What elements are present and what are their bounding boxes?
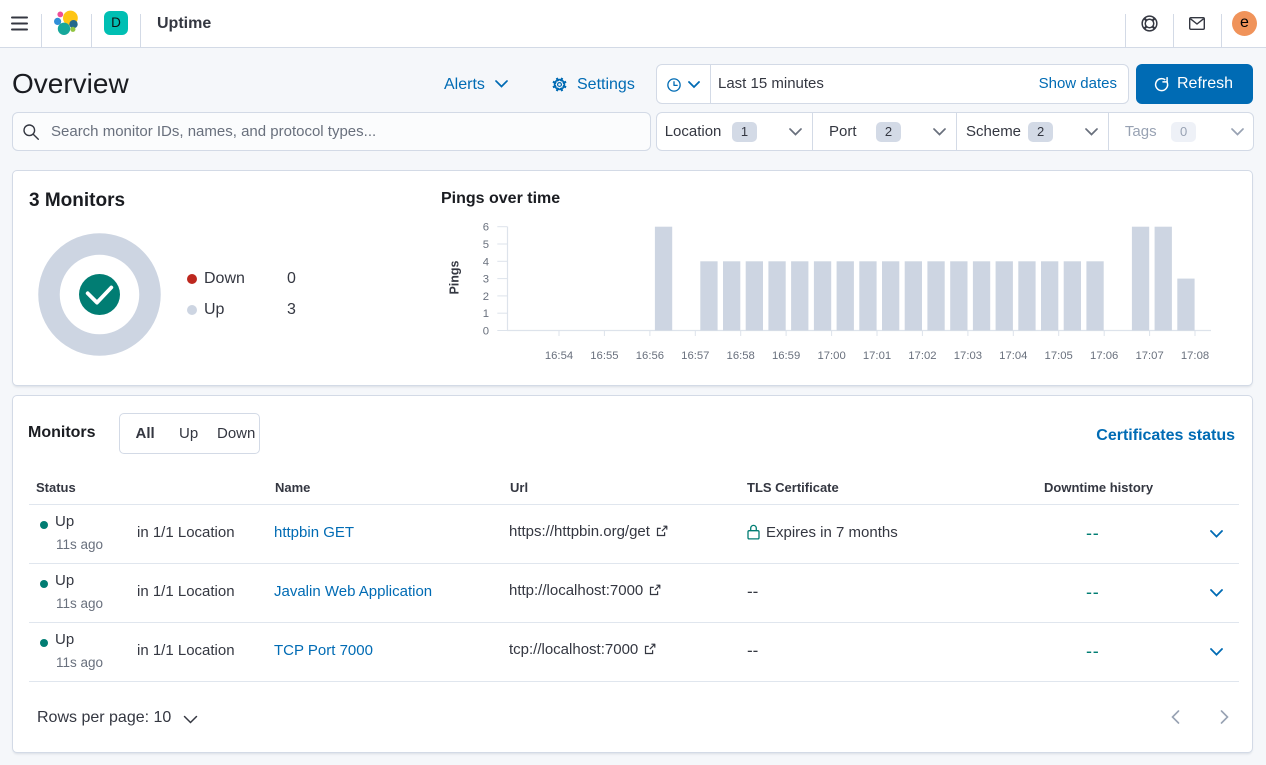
svg-text:17:05: 17:05 bbox=[1045, 350, 1073, 362]
svg-text:17:04: 17:04 bbox=[999, 350, 1027, 362]
svg-text:17:00: 17:00 bbox=[817, 350, 845, 362]
svg-text:5: 5 bbox=[483, 239, 489, 251]
svg-text:17:06: 17:06 bbox=[1090, 350, 1118, 362]
svg-text:Pings: Pings bbox=[448, 260, 462, 294]
svg-text:16:54: 16:54 bbox=[545, 350, 573, 362]
svg-text:16:56: 16:56 bbox=[636, 350, 664, 362]
svg-text:17:08: 17:08 bbox=[1181, 350, 1209, 362]
svg-text:16:59: 16:59 bbox=[772, 350, 800, 362]
svg-text:17:02: 17:02 bbox=[908, 350, 936, 362]
svg-text:16:58: 16:58 bbox=[727, 350, 755, 362]
svg-text:0: 0 bbox=[483, 326, 489, 338]
svg-text:3: 3 bbox=[483, 274, 489, 286]
svg-text:17:07: 17:07 bbox=[1135, 350, 1163, 362]
svg-text:16:55: 16:55 bbox=[590, 350, 618, 362]
svg-text:17:03: 17:03 bbox=[954, 350, 982, 362]
svg-text:6: 6 bbox=[483, 222, 489, 234]
svg-text:17:01: 17:01 bbox=[863, 350, 891, 362]
svg-text:2: 2 bbox=[483, 291, 489, 303]
svg-text:4: 4 bbox=[483, 256, 489, 268]
svg-text:1: 1 bbox=[483, 308, 489, 320]
svg-text:16:57: 16:57 bbox=[681, 350, 709, 362]
